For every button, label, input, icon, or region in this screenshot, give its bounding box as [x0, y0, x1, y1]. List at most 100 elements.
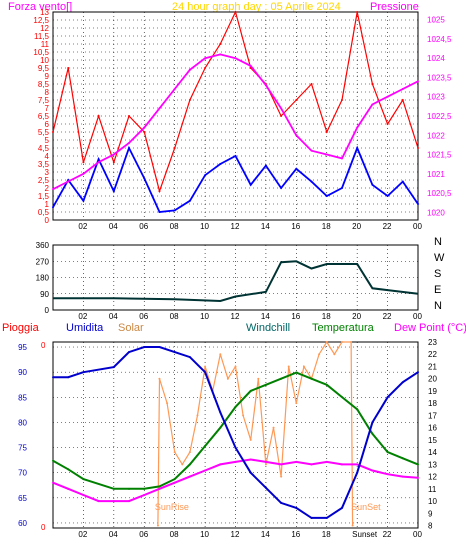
- pressure-point: [386, 95, 389, 98]
- temperature-point: [143, 487, 146, 490]
- temperature-ytick-label: 18: [428, 399, 437, 408]
- dewpoint-point: [97, 500, 100, 503]
- wind-chart-ytick-label: 6: [45, 120, 50, 129]
- temperature-point: [280, 377, 283, 380]
- wind_avg-point: [401, 180, 404, 183]
- multi-chart-xtick-label: 00: [413, 530, 422, 539]
- humidity-point: [173, 351, 176, 354]
- pressure-ytick-label: 1021: [427, 170, 445, 179]
- pressure-ytick-label: 1022,5: [427, 112, 452, 121]
- wind-point: [295, 99, 298, 101]
- wind_avg-point: [249, 183, 252, 186]
- temperature-point: [356, 408, 359, 411]
- wind-chart-ytick-label: 11,5: [34, 32, 50, 41]
- solar-point: [156, 524, 159, 527]
- pressure-point: [204, 57, 207, 60]
- compass-label: E: [434, 284, 441, 296]
- header-left-label: Forza vento[]: [8, 1, 72, 13]
- temperature-point: [310, 377, 313, 380]
- dewpoint-point: [295, 460, 298, 463]
- direction-chart-xtick-label: 00: [413, 312, 422, 321]
- humidity-ytick-label: 85: [18, 393, 27, 402]
- temperature-point: [371, 432, 374, 435]
- temperature-point: [417, 463, 419, 466]
- temperature-point: [82, 478, 85, 481]
- humidity-point: [219, 411, 222, 414]
- wind_avg-point: [112, 190, 115, 193]
- temperature-point: [295, 371, 298, 374]
- header-title: 24 hour graph day : 05 Aprile 2024: [172, 1, 341, 13]
- temperature-point: [128, 487, 131, 490]
- humidity-point: [340, 506, 343, 509]
- wind-point: [158, 190, 161, 193]
- wind-chart-xtick-label: 22: [383, 222, 392, 231]
- wind-point: [280, 115, 283, 117]
- legend-rain: Pioggia: [2, 322, 40, 334]
- pressure-ytick-label: 1023: [427, 93, 445, 102]
- humidity-point: [280, 501, 283, 504]
- humidity-point: [204, 371, 207, 374]
- direction-chart-xtick-label: 06: [139, 312, 148, 321]
- humidity-point: [417, 371, 419, 374]
- wind-point: [128, 115, 131, 117]
- pressure-ytick-label: 1024,5: [427, 35, 452, 44]
- solar-point: [219, 353, 222, 356]
- direction-chart-xtick-label: 10: [200, 312, 209, 321]
- wind-point: [401, 99, 404, 101]
- solar-point: [257, 377, 260, 380]
- dewpoint-point: [82, 493, 85, 496]
- temperature-point: [234, 405, 237, 408]
- wind-point: [52, 131, 54, 133]
- pressure-ytick-label: 1024: [427, 54, 445, 63]
- wind-point: [82, 161, 85, 164]
- humidity-point: [310, 516, 313, 519]
- solar-point: [249, 438, 252, 441]
- solar-point: [166, 402, 169, 405]
- temperature-point: [401, 457, 404, 460]
- wind_avg-point: [386, 195, 389, 197]
- wind-chart-xtick-label: 08: [170, 222, 179, 231]
- wind_avg-point: [280, 187, 283, 189]
- wind-chart-ytick-label: 0: [45, 216, 50, 225]
- dewpoint-point: [356, 463, 359, 466]
- pressure-point: [401, 88, 404, 91]
- multi-chart-xtick-label: 06: [139, 530, 148, 539]
- wind-chart-xtick-label: 18: [322, 222, 331, 231]
- pressure-point: [264, 84, 267, 87]
- wind_avg-point: [158, 211, 161, 213]
- multi-chart-xtick-label: 04: [109, 530, 118, 539]
- pressure-point: [219, 53, 222, 56]
- dewpoint-point: [173, 481, 176, 484]
- pressure-point: [97, 161, 100, 164]
- wind-chart-ytick-label: 2,5: [38, 176, 50, 185]
- pressure-point: [188, 68, 191, 71]
- wind_avg-point: [371, 183, 374, 186]
- multi-chart-xtick-label: 14: [261, 530, 270, 539]
- wind-chart-xtick-label: 20: [352, 222, 361, 231]
- wind_avg-point: [52, 206, 54, 209]
- wind-point: [386, 123, 389, 125]
- solar-point: [295, 402, 298, 405]
- wind-point: [112, 161, 115, 164]
- multi-chart-xtick-label: 10: [200, 530, 209, 539]
- solar-point: [325, 341, 328, 343]
- temperature-ytick-label: 13: [428, 460, 437, 469]
- temperature-point: [249, 389, 252, 392]
- dewpoint-point: [264, 460, 267, 463]
- humidity-point: [264, 486, 267, 489]
- wind-chart-ytick-label: 11: [41, 40, 50, 49]
- multi-chart-xtick-label: 18: [322, 530, 331, 539]
- wind-point: [143, 131, 146, 133]
- pressure-point: [371, 103, 374, 106]
- humidity-point: [158, 346, 161, 349]
- temperature-ytick-label: 9: [428, 509, 433, 518]
- solar-point: [196, 414, 199, 417]
- rain-ytick-label: 0: [41, 523, 46, 532]
- direction-ytick-label: 270: [36, 257, 50, 266]
- direction-chart-xtick-label: 14: [261, 312, 270, 321]
- dewpoint-point: [249, 458, 252, 461]
- wind-point: [188, 99, 191, 101]
- pressure-point: [173, 88, 176, 91]
